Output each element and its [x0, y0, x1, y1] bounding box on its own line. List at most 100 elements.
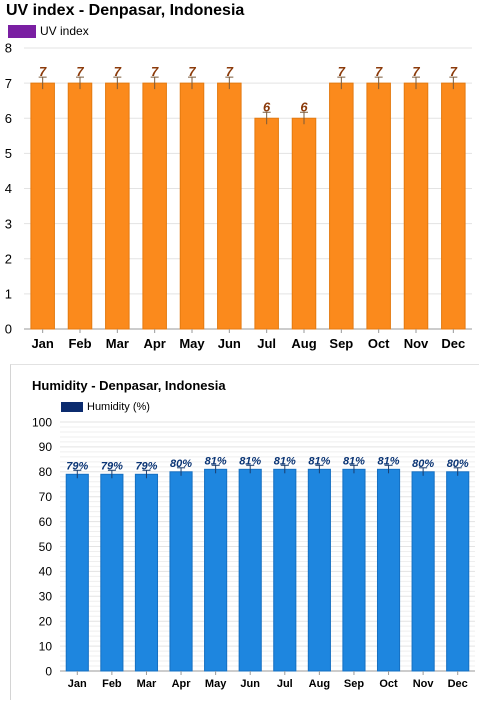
data-label: 7 — [151, 64, 159, 79]
y-tick-label: 30 — [39, 590, 53, 604]
bar — [273, 468, 297, 672]
y-tick-label: 7 — [5, 76, 12, 91]
y-tick-label: 4 — [5, 181, 12, 196]
bar — [238, 468, 262, 672]
y-tick-label: 0 — [5, 322, 12, 337]
bar — [142, 82, 167, 330]
humidity-legend-label: Humidity (%) — [87, 401, 150, 413]
data-label: 6 — [263, 99, 271, 114]
humidity-legend[interactable]: Humidity (%) — [61, 401, 150, 413]
data-label: 6 — [300, 99, 308, 114]
bar — [100, 473, 124, 672]
x-tick-label: May — [205, 678, 227, 690]
x-tick-label: Dec — [441, 336, 465, 351]
data-label: 7 — [76, 64, 84, 79]
bar — [65, 473, 89, 672]
bar — [105, 82, 130, 330]
humidity-chart: Humidity - Denpasar, Indonesia Humidity … — [10, 364, 479, 700]
y-tick-label: 100 — [32, 415, 52, 429]
data-label: 7 — [338, 64, 346, 79]
x-tick-label: Feb — [68, 336, 91, 351]
x-tick-label: Oct — [368, 336, 390, 351]
data-label: 7 — [226, 64, 234, 79]
x-tick-label: Dec — [448, 678, 468, 690]
bar — [329, 82, 354, 330]
data-label: 7 — [412, 64, 420, 79]
x-tick-label: Sep — [344, 678, 364, 690]
data-label: 81% — [274, 455, 296, 467]
bar — [30, 82, 55, 330]
x-tick-label: Apr — [172, 678, 192, 690]
y-tick-label: 90 — [39, 440, 53, 454]
data-label: 80% — [170, 458, 192, 470]
bar — [169, 471, 193, 672]
data-label: 7 — [39, 64, 47, 79]
bar — [204, 468, 228, 672]
humidity-plot-area: 0 10 20 30 40 50 60 70 80 90 100 79% Jan 79% Feb 79% Mar… — [32, 415, 475, 690]
y-tick-label: 2 — [5, 251, 12, 266]
bar — [376, 468, 401, 672]
bar — [134, 473, 159, 672]
uv-legend[interactable]: UV index — [8, 24, 89, 38]
x-tick-label: Feb — [102, 678, 122, 690]
data-label: 81% — [378, 455, 400, 467]
uv-legend-swatch — [8, 24, 36, 38]
bar — [179, 82, 205, 330]
data-label: 7 — [114, 64, 122, 79]
bar — [366, 82, 391, 330]
y-tick-label: 60 — [39, 515, 53, 529]
y-tick-label: 5 — [5, 146, 12, 161]
x-tick-label: Sep — [329, 336, 353, 351]
x-tick-label: Mar — [106, 336, 129, 351]
bar — [254, 117, 279, 330]
y-tick-label: 8 — [5, 41, 12, 56]
data-label: 81% — [239, 455, 261, 467]
bar — [217, 82, 242, 330]
data-label: 7 — [375, 64, 383, 79]
chart-divider — [0, 352, 479, 364]
x-tick-label: Jul — [257, 336, 276, 351]
y-tick-label: 40 — [39, 565, 53, 579]
y-tick-label: 6 — [5, 111, 12, 126]
bar — [67, 82, 93, 330]
data-label: 7 — [188, 64, 196, 79]
data-label: 81% — [205, 455, 227, 467]
uv-plot-area: 0 1 2 3 4 5 6 7 8 7 Jan 7 Feb 7 Mar 7 Apr 7 May 7 Jun 6 Jul 6 Au… — [5, 41, 472, 351]
x-tick-label: Aug — [291, 336, 316, 351]
humidity-chart-title: Humidity - Denpasar, Indonesia — [32, 378, 226, 393]
bar — [411, 471, 435, 672]
x-tick-label: Aug — [309, 678, 330, 690]
x-tick-label: Jun — [218, 336, 241, 351]
x-tick-label: Mar — [137, 678, 157, 690]
data-label: 80% — [447, 458, 469, 470]
y-tick-label: 0 — [45, 664, 52, 678]
x-tick-label: Jul — [277, 678, 293, 690]
uv-legend-label: UV index — [40, 24, 89, 38]
y-tick-label: 3 — [5, 216, 12, 231]
x-tick-label: Nov — [404, 336, 429, 351]
x-tick-label: Jun — [240, 678, 260, 690]
x-tick-label: Apr — [143, 336, 165, 351]
data-label: 81% — [343, 455, 365, 467]
data-label: 80% — [412, 458, 434, 470]
y-tick-label: 70 — [39, 490, 53, 504]
data-label: 79% — [66, 460, 88, 472]
bar — [446, 471, 470, 672]
data-label: 81% — [308, 455, 330, 467]
x-tick-label: Jan — [31, 336, 53, 351]
y-tick-label: 20 — [39, 615, 53, 629]
uv-chart-title: UV index - Denpasar, Indonesia — [6, 2, 245, 19]
y-tick-label: 80 — [39, 465, 53, 479]
x-tick-label: May — [179, 336, 205, 351]
humidity-legend-swatch — [61, 402, 83, 412]
x-tick-label: Jan — [68, 678, 87, 690]
y-tick-label: 10 — [39, 639, 53, 653]
x-tick-label: Nov — [413, 678, 435, 690]
y-tick-label: 50 — [39, 540, 53, 554]
bar — [403, 82, 429, 330]
bar — [342, 468, 366, 672]
data-label: 79% — [135, 460, 157, 472]
x-tick-label: Oct — [379, 678, 398, 690]
data-label: 7 — [450, 64, 458, 79]
bar — [307, 468, 331, 672]
